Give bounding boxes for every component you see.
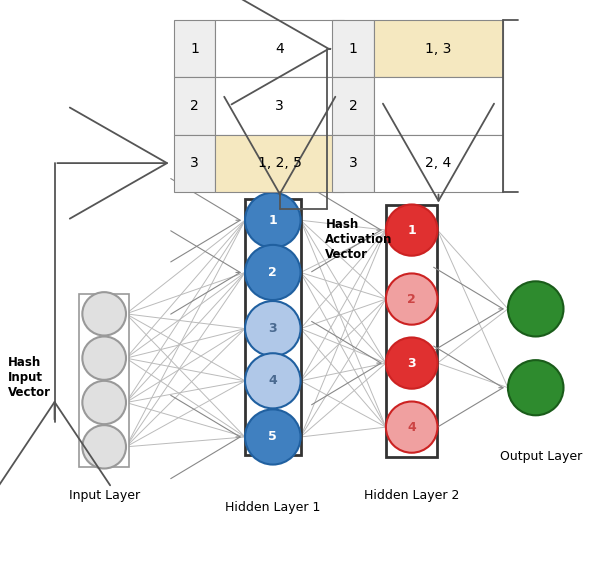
Circle shape [245,245,301,300]
Bar [79,294,129,466]
Circle shape [508,281,564,336]
Text: 3: 3 [190,156,199,170]
Circle shape [82,292,126,336]
Text: 1: 1 [190,42,199,56]
Text: 1: 1 [407,224,416,237]
Text: 3: 3 [275,99,284,113]
Circle shape [386,402,437,453]
Bar [374,135,503,191]
Bar [374,77,503,135]
Text: 4: 4 [268,374,277,387]
Bar [332,20,374,77]
Circle shape [386,204,437,256]
Circle shape [82,381,126,424]
Bar [215,77,344,135]
Bar [215,20,344,77]
Text: Hidden Layer 2: Hidden Layer 2 [364,489,459,502]
Circle shape [386,337,437,389]
Text: 2: 2 [349,99,358,113]
Bar [215,135,344,191]
Bar [173,135,215,191]
Text: Output Layer: Output Layer [500,450,582,463]
Text: 1: 1 [268,214,277,227]
Bar [332,77,374,135]
Text: 5: 5 [268,431,277,444]
Circle shape [245,301,301,356]
Text: 2: 2 [268,266,277,279]
Circle shape [245,193,301,248]
Text: 2, 4: 2, 4 [426,156,452,170]
Circle shape [82,336,126,380]
Text: 2: 2 [407,293,416,306]
Text: 3: 3 [269,322,277,335]
Text: 1, 3: 1, 3 [425,42,452,56]
Bar [374,20,503,77]
Text: 3: 3 [407,357,416,370]
Text: 1, 2, 5: 1, 2, 5 [258,156,302,170]
Text: Hash
Activation
Vector: Hash Activation Vector [326,219,392,261]
Text: 3: 3 [349,156,358,170]
Text: Hidden Layer 1: Hidden Layer 1 [225,501,320,514]
Bar [332,135,374,191]
Text: Hash
Input
Vector: Hash Input Vector [8,356,51,399]
Bar [173,20,215,77]
Bar [173,77,215,135]
Circle shape [386,273,437,325]
Circle shape [82,425,126,469]
Circle shape [245,410,301,465]
Circle shape [508,360,564,415]
Text: 4: 4 [275,42,284,56]
Text: 4: 4 [407,421,416,433]
Text: Input Layer: Input Layer [69,489,140,502]
Bar [245,199,301,455]
Text: 2: 2 [190,99,199,113]
Circle shape [245,353,301,408]
Text: 1: 1 [349,42,358,56]
Bar [386,206,437,457]
